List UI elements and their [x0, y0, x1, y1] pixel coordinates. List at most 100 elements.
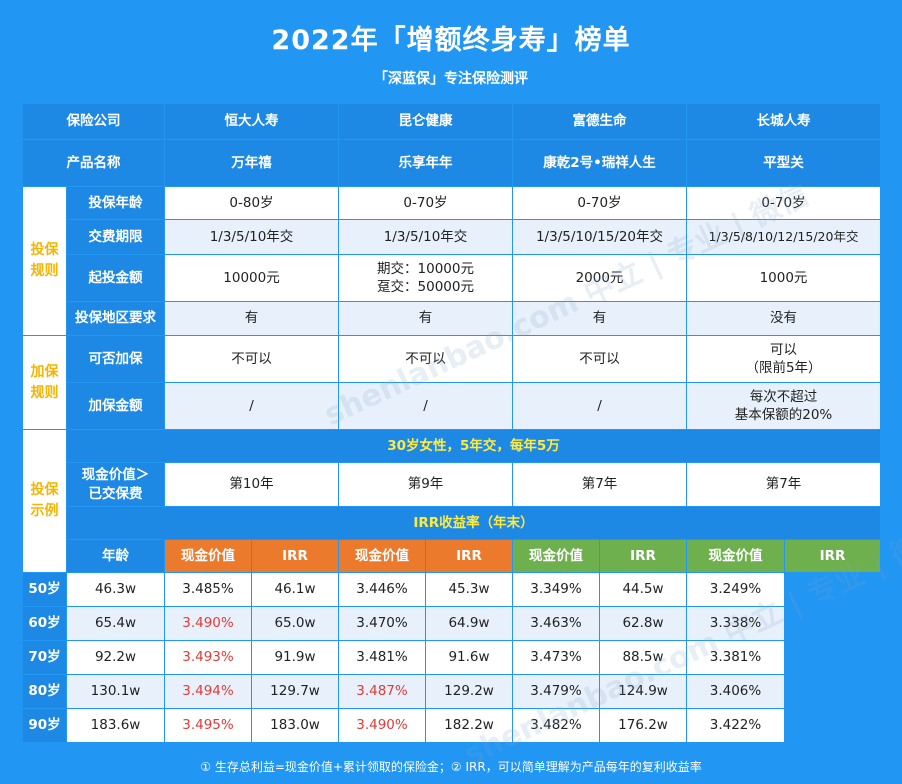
col-header-irr: IRR	[425, 539, 513, 573]
cash-value-cell: 124.9w	[599, 674, 687, 709]
irr-cell: 3.481%	[338, 640, 426, 675]
footnote: ① 生存总利益=现金价值+累计领取的保险金；② IRR，可以简单理解为产品每年的…	[200, 760, 702, 774]
cash-value-row: 现金价值＞ 已交保费 第10年 第9年 第7年 第7年	[23, 462, 881, 507]
age-header: 年龄	[66, 539, 165, 573]
col-header-irr: IRR	[784, 539, 881, 573]
cell-line: 可以	[770, 341, 797, 358]
section-example: 投保示例	[22, 429, 67, 573]
irr-cell: 3.381%	[686, 640, 785, 675]
table-cell: 没有	[686, 301, 881, 336]
cash-value-cell: 176.2w	[599, 708, 687, 743]
col-header-irr: IRR	[251, 539, 339, 573]
table-cell: 0-70岁	[338, 186, 513, 220]
cash-value-cell: 44.5w	[599, 572, 687, 607]
col-header-cash-value: 现金价值	[164, 539, 252, 573]
add-amount-row: 加保金额 / / / 每次不超过 基本保额的20%	[23, 382, 881, 430]
cash-value-cell: 62.8w	[599, 606, 687, 641]
table-cell: 0-80岁	[164, 186, 339, 220]
product-row: 产品名称 万年禧 乐享年年 康乾2号•瑞祥人生 平型关	[22, 139, 881, 187]
table-cell: 不可以	[512, 335, 687, 383]
cash-value-cell: 129.7w	[251, 674, 339, 709]
age-cell: 70岁	[22, 640, 67, 675]
table-cell: 1/3/5/10年交	[338, 219, 513, 255]
row-label: 加保金额	[66, 382, 165, 430]
irr-cell: 3.490%	[164, 606, 252, 641]
table-cell: 0-70岁	[686, 186, 881, 220]
table-cell: /	[164, 382, 339, 430]
irr-cell: 3.349%	[512, 572, 600, 607]
cell-line: 趸交：50000元	[377, 279, 474, 295]
row-label: 交费期限	[66, 219, 165, 255]
table-cell: 第10年	[164, 462, 339, 507]
cash-value-cell: 91.9w	[251, 640, 339, 675]
irr-banner-row: IRR收益率（年末）	[23, 506, 881, 540]
page-subtitle: 「深蓝保」专注保险测评	[374, 71, 528, 87]
min-amount-row: 起投金额 10000元 期交：10000元 趸交：50000元 2000元 10…	[23, 254, 881, 302]
company-name: 恒大人寿	[164, 103, 339, 140]
age-cell: 60岁	[22, 606, 67, 641]
table-cell: 每次不超过 基本保额的20%	[686, 382, 881, 430]
irr-cell: 3.490%	[338, 708, 426, 743]
age-cell: 50岁	[22, 572, 67, 607]
table-cell: 1/3/5/8/10/12/15/20年交	[686, 219, 881, 255]
irr-row: 90岁 183.6w 3.495% 183.0w 3.490% 182.2w 3.482% 1…	[22, 708, 881, 743]
row-label: 可否加保	[66, 335, 165, 383]
cash-value-cell: 64.9w	[425, 606, 513, 641]
table-cell: 2000元	[512, 254, 687, 302]
cell-line: 期交：10000元	[377, 260, 474, 277]
irr-cell: 3.494%	[164, 674, 252, 709]
cash-value-cell: 130.1w	[66, 674, 165, 709]
irr-cell: 3.493%	[164, 640, 252, 675]
table-cell: /	[338, 382, 513, 430]
region-row: 投保地区要求 有 有 有 没有	[23, 301, 881, 336]
irr-cell: 3.495%	[164, 708, 252, 743]
table-cell: 不可以	[164, 335, 339, 383]
irr-cell: 3.479%	[512, 674, 600, 709]
cash-value-cell: 45.3w	[425, 572, 513, 607]
table-cell: 10000元	[164, 254, 339, 302]
company-name: 长城人寿	[686, 103, 881, 140]
page-title: 2022年「增额终身寿」榜单	[271, 25, 631, 56]
table-cell: 可以 （限前5年）	[686, 335, 881, 383]
irr-cell: 3.463%	[512, 606, 600, 641]
irr-cell: 3.406%	[686, 674, 785, 709]
table-cell: 第7年	[686, 462, 881, 507]
company-name: 昆仑健康	[338, 103, 513, 140]
cell-line: 已交保费	[88, 485, 143, 502]
table-cell: /	[512, 382, 687, 430]
irr-cell: 3.470%	[338, 606, 426, 641]
irr-cell: 3.422%	[686, 708, 785, 743]
section-rules: 投保规则	[22, 186, 67, 336]
cash-value-cell: 46.1w	[251, 572, 339, 607]
product-name: 平型关	[686, 139, 881, 187]
irr-cell: 3.446%	[338, 572, 426, 607]
cell-line: （限前5年）	[745, 360, 822, 376]
row-label: 投保地区要求	[66, 301, 165, 336]
table-cell: 期交：10000元 趸交：50000元	[338, 254, 513, 302]
table-cell: 0-70岁	[512, 186, 687, 220]
irr-cell: 3.487%	[338, 674, 426, 709]
irr-cell: 3.338%	[686, 606, 785, 641]
table-cell: 第9年	[338, 462, 513, 507]
cell-line: 每次不超过	[749, 388, 818, 405]
cell-line: 基本保额的20%	[734, 407, 833, 423]
table-cell: 有	[512, 301, 687, 336]
irr-header-row: 年龄 现金价值 IRR 现金价值 IRR 现金价值 IRR 现金价值 IRR	[23, 539, 881, 573]
cell-line: 现金价值＞	[81, 467, 150, 484]
irr-cell: 3.482%	[512, 708, 600, 743]
col-header-cash-value: 现金价值	[512, 539, 600, 573]
col-header-cash-value: 现金价值	[338, 539, 426, 573]
cash-value-cell: 46.3w	[66, 572, 165, 607]
term-row: 交费期限 1/3/5/10年交 1/3/5/10年交 1/3/5/10/15/2…	[23, 219, 881, 255]
row-label: 现金价值＞ 已交保费	[66, 462, 165, 507]
product-name: 万年禧	[164, 139, 339, 187]
age-cell: 80岁	[22, 674, 67, 709]
table-cell: 第7年	[512, 462, 687, 507]
row-label: 起投金额	[66, 254, 165, 302]
table-cell: 1/3/5/10/15/20年交	[512, 219, 687, 255]
cash-value-cell: 183.6w	[66, 708, 165, 743]
cash-value-cell: 88.5w	[599, 640, 687, 675]
insurance-comparison-table: 保险公司 恒大人寿 昆仑健康 富德生命 长城人寿 产品名称 万年禧 乐享年年 康…	[22, 103, 881, 743]
age-cell: 90岁	[22, 708, 67, 743]
table-cell: 有	[164, 301, 339, 336]
